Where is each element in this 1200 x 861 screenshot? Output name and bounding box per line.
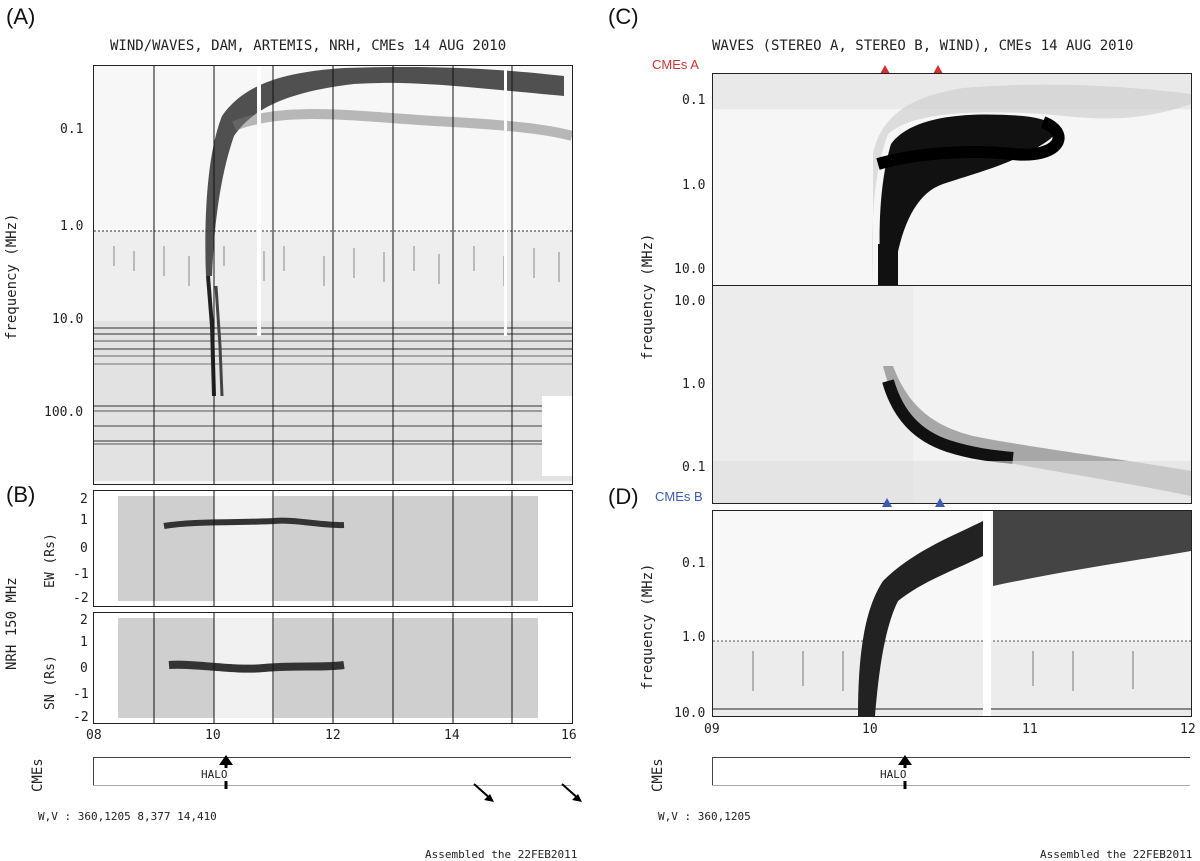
- sn-tick-3: -1: [73, 687, 89, 702]
- panel-a-dynamic-spectrum: [94, 66, 572, 484]
- ew-tick-2: 0: [80, 541, 88, 556]
- freq-tick-a-3: 100.0: [44, 405, 84, 420]
- right-x-tick-3: 12: [1180, 722, 1196, 737]
- left-cme-arrow-2-icon: [561, 783, 582, 802]
- left-halo-label: HALO: [200, 768, 229, 781]
- right-halo-label: HALO: [879, 768, 908, 781]
- c-bottom-tick-2: 0.1: [682, 460, 706, 475]
- left-cmes-label: CMEs: [30, 758, 46, 792]
- sn-tick-1: 1: [80, 635, 88, 650]
- freq-tick-a-2: 10.0: [52, 312, 84, 327]
- cmes-b-markers-icon: [882, 498, 945, 507]
- panel-c-stereo-b: [712, 285, 1192, 504]
- d-tick-0: 0.1: [682, 556, 706, 571]
- ew-tick-4: -2: [73, 591, 89, 606]
- left-cme-arrow-1-icon: [473, 783, 494, 802]
- freq-tick-a-1: 1.0: [60, 219, 84, 234]
- left-x-tick-1: 10: [205, 728, 221, 743]
- left-cmes-baseline: [93, 785, 571, 786]
- panel-letter-c: (C): [608, 4, 639, 29]
- panel-d-ylabel: frequency (MHz): [640, 563, 656, 690]
- sn-tick-2: 0: [80, 661, 88, 676]
- d-tick-2: 10.0: [674, 706, 706, 721]
- panel-a-spectrogram: [93, 65, 573, 485]
- cmes-b-label: CMEs B: [655, 489, 703, 504]
- c-bottom-tick-1: 1.0: [682, 377, 706, 392]
- c-top-tick-1: 1.0: [682, 178, 706, 193]
- c-top-tick-0: 0.1: [682, 93, 706, 108]
- left-assembled: Assembled the 22FEB2011: [425, 848, 578, 861]
- panel-d-wind: [712, 510, 1192, 717]
- ew-label: EW (Rs): [43, 533, 58, 588]
- panel-d-wind-image: [713, 511, 1191, 716]
- panel-b-sn-image: [118, 613, 538, 723]
- left-cmes-axis-top: [93, 757, 571, 758]
- right-assembled: Assembled the 22FEB2011: [1040, 848, 1193, 861]
- freq-tick-a-0: 0.1: [60, 122, 84, 137]
- panel-c-stereo-a-image: [713, 74, 1191, 286]
- right-cmes-axis-top: [712, 757, 1190, 758]
- c-top-tick-2: 10.0: [674, 262, 706, 277]
- left-cmes-axis-side: [93, 757, 94, 785]
- right-x-tick-1: 10: [862, 722, 878, 737]
- ew-tick-0: 2: [80, 492, 88, 507]
- left-x-tick-3: 14: [444, 728, 460, 743]
- panel-b-ew-plot: [93, 490, 573, 607]
- panel-letter-a: (A): [6, 4, 36, 29]
- panel-b-ew-image: [118, 491, 538, 606]
- cmes-a-label: CMEs A: [652, 57, 699, 72]
- cmes-a-markers-icon: [880, 65, 943, 74]
- panel-a-ylabel: frequency (MHz): [4, 213, 20, 340]
- sn-label: SN (Rs): [43, 655, 58, 710]
- c-bottom-tick-0: 10.0: [674, 294, 706, 309]
- nrh-label: NRH 150 MHz: [4, 577, 20, 670]
- ew-tick-3: -1: [73, 567, 89, 582]
- panel-letter-b: (B): [6, 482, 36, 507]
- left-x-tick-2: 12: [325, 728, 341, 743]
- d-tick-1: 1.0: [682, 630, 706, 645]
- sn-tick-0: 2: [80, 613, 88, 628]
- right-figure-title: WAVES (STEREO A, STEREO B, WIND), CMEs 1…: [712, 38, 1134, 54]
- right-cmes-label: CMEs: [650, 758, 666, 792]
- right-cmes-baseline: [712, 785, 1190, 786]
- panel-c-stereo-a: [712, 73, 1192, 287]
- panel-c-ylabel: frequency (MHz): [640, 233, 656, 360]
- panel-c-stereo-b-image: [713, 286, 1191, 503]
- left-x-tick-0: 08: [86, 728, 102, 743]
- ew-tick-1: 1: [80, 513, 88, 528]
- right-x-tick-0: 09: [704, 722, 720, 737]
- right-x-tick-2: 11: [1022, 722, 1038, 737]
- panel-letter-d: (D): [608, 484, 639, 509]
- right-footer-wv: W,V : 360,1205: [658, 810, 751, 823]
- left-footer-wv: W,V : 360,1205 8,377 14,410: [38, 810, 217, 823]
- panel-b-sn-plot: [93, 612, 573, 724]
- left-figure-title: WIND/WAVES, DAM, ARTEMIS, NRH, CMEs 14 A…: [110, 38, 507, 54]
- sn-tick-4: -2: [73, 710, 89, 725]
- right-cmes-axis-side: [712, 757, 713, 785]
- left-x-tick-4: 16: [561, 728, 577, 743]
